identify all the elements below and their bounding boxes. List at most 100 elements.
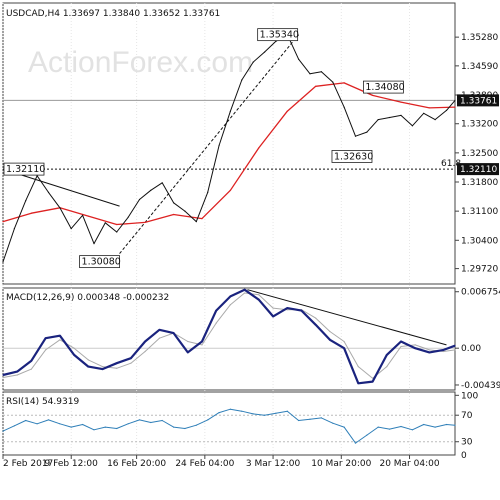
rsi-line-point [184, 427, 186, 430]
rsi-line-point [423, 423, 425, 426]
macd-signal-line-point [343, 340, 345, 343]
price-line-point [377, 119, 379, 121]
rsi-line-point [400, 425, 402, 428]
macd-signal-line-point [244, 292, 246, 294]
x-tick-label: 3 Mar 12:00 [246, 459, 301, 469]
macd-signal-line-point [158, 337, 160, 339]
macd-signal-line-point [87, 359, 89, 361]
price-line-point [82, 214, 84, 216]
moving-average-line-point [428, 107, 430, 109]
macd-line-point [272, 315, 274, 317]
price-line-point [47, 191, 50, 193]
price-line-point [2, 261, 4, 263]
rsi-line-point [229, 408, 231, 410]
macd-line-point [372, 381, 374, 383]
macd-line-point [414, 347, 416, 349]
rsi-line-point [411, 429, 413, 431]
price-line-point [150, 189, 152, 191]
price-box-frame [257, 28, 299, 42]
macd-signal-line-point [101, 366, 104, 368]
rsi-line-point [252, 413, 254, 415]
rsi-line-point [354, 442, 357, 444]
price-line-point [343, 106, 345, 108]
price-line-point [320, 71, 322, 73]
price-y-tick-label: 1.31800 [461, 178, 498, 188]
rsi-line-point [70, 426, 72, 428]
rsi-line-point [286, 410, 288, 412]
moving-average-line-point [116, 223, 118, 226]
rsi-line-point [195, 424, 197, 426]
rsi-line-point [298, 419, 300, 422]
macd-signal-line-point [116, 367, 118, 369]
x-tick-label: 20 Mar 04:00 [379, 459, 439, 469]
rsi-line-point [93, 429, 95, 431]
price-line-point [93, 243, 95, 245]
rsi-y-tick-label: 100 [461, 391, 478, 401]
macd-signal-line-point [2, 376, 4, 379]
fib-label: 61.8 [441, 159, 461, 169]
macd-trendline [247, 289, 447, 346]
x-tick-label: 16 Feb 20:00 [107, 459, 166, 469]
macd-signal-line-point [443, 350, 445, 353]
rsi-line-point [332, 422, 334, 424]
price-box-label: 1.32110 [6, 164, 45, 175]
rsi-line-point [207, 419, 209, 421]
rsi-line-point [2, 430, 4, 432]
macd-signal-line-point [16, 374, 18, 376]
rsi-line-point [377, 426, 379, 428]
price-y-tick-label: 1.31100 [461, 207, 498, 217]
macd-line-point [73, 354, 75, 356]
moving-average-line-point [2, 221, 4, 223]
moving-average-line-point [30, 212, 32, 214]
price-y-tick-label: 1.30400 [461, 236, 498, 246]
price-line-point [309, 73, 311, 75]
moving-average-line-point [286, 110, 288, 112]
macd-signal-line [2, 292, 456, 379]
macd-y-tick-label: 0.006754 [461, 288, 500, 298]
macd-signal-line-point [45, 349, 47, 351]
price-line-point [161, 182, 163, 184]
moving-average-line-point [258, 147, 260, 149]
price-y-tick-label: 1.33200 [461, 120, 498, 130]
price-line-point [354, 135, 357, 137]
macd-line-point [187, 351, 189, 353]
rsi-line-point [241, 410, 243, 412]
moving-average-line-point [144, 221, 146, 223]
macd-line-point [454, 345, 456, 347]
x-tick-label: 2 Feb 2017 [3, 459, 53, 469]
price-line-point [298, 58, 300, 60]
macd-signal-line-point [272, 307, 274, 309]
macd-signal-line-point [315, 317, 317, 319]
rsi-y-tick-label: 30 [461, 438, 473, 448]
rsi-line-point [116, 427, 118, 430]
price-y-tick-label: 1.29720 [461, 265, 498, 275]
macd-signal-line-point [329, 330, 331, 333]
rsi-line-point [104, 426, 106, 428]
price-box-label: 1.32630 [334, 151, 373, 162]
price-line-point [25, 200, 27, 202]
macd-signal-line-point [144, 350, 146, 353]
price-line-point [252, 61, 254, 63]
rsi-line-point [161, 419, 163, 422]
price-line-point [195, 221, 197, 223]
fib-price-tag: 1.32110 [460, 165, 497, 175]
rsi-line-point [275, 412, 277, 414]
macd-signal-line-point [400, 345, 402, 348]
price-line-point [218, 144, 220, 146]
price-line-point [116, 231, 118, 233]
macd-line-point [315, 324, 317, 326]
price-line-point [207, 191, 209, 193]
price-y-tick-label: 1.35280 [461, 33, 498, 43]
moving-average-line-point [173, 213, 175, 216]
rsi-y-tick-label: 0 [461, 451, 467, 461]
moving-average-line-point [315, 85, 317, 87]
price-line-point [70, 228, 72, 230]
rsi-line-point [36, 423, 38, 425]
macd-signal-line-point [59, 339, 61, 341]
macd-line-point [229, 295, 231, 297]
x-tick-label: 10 Mar 20:00 [311, 459, 371, 469]
macd-line-point [130, 357, 132, 359]
price-line-point [59, 207, 61, 209]
price-line-point [184, 210, 186, 212]
